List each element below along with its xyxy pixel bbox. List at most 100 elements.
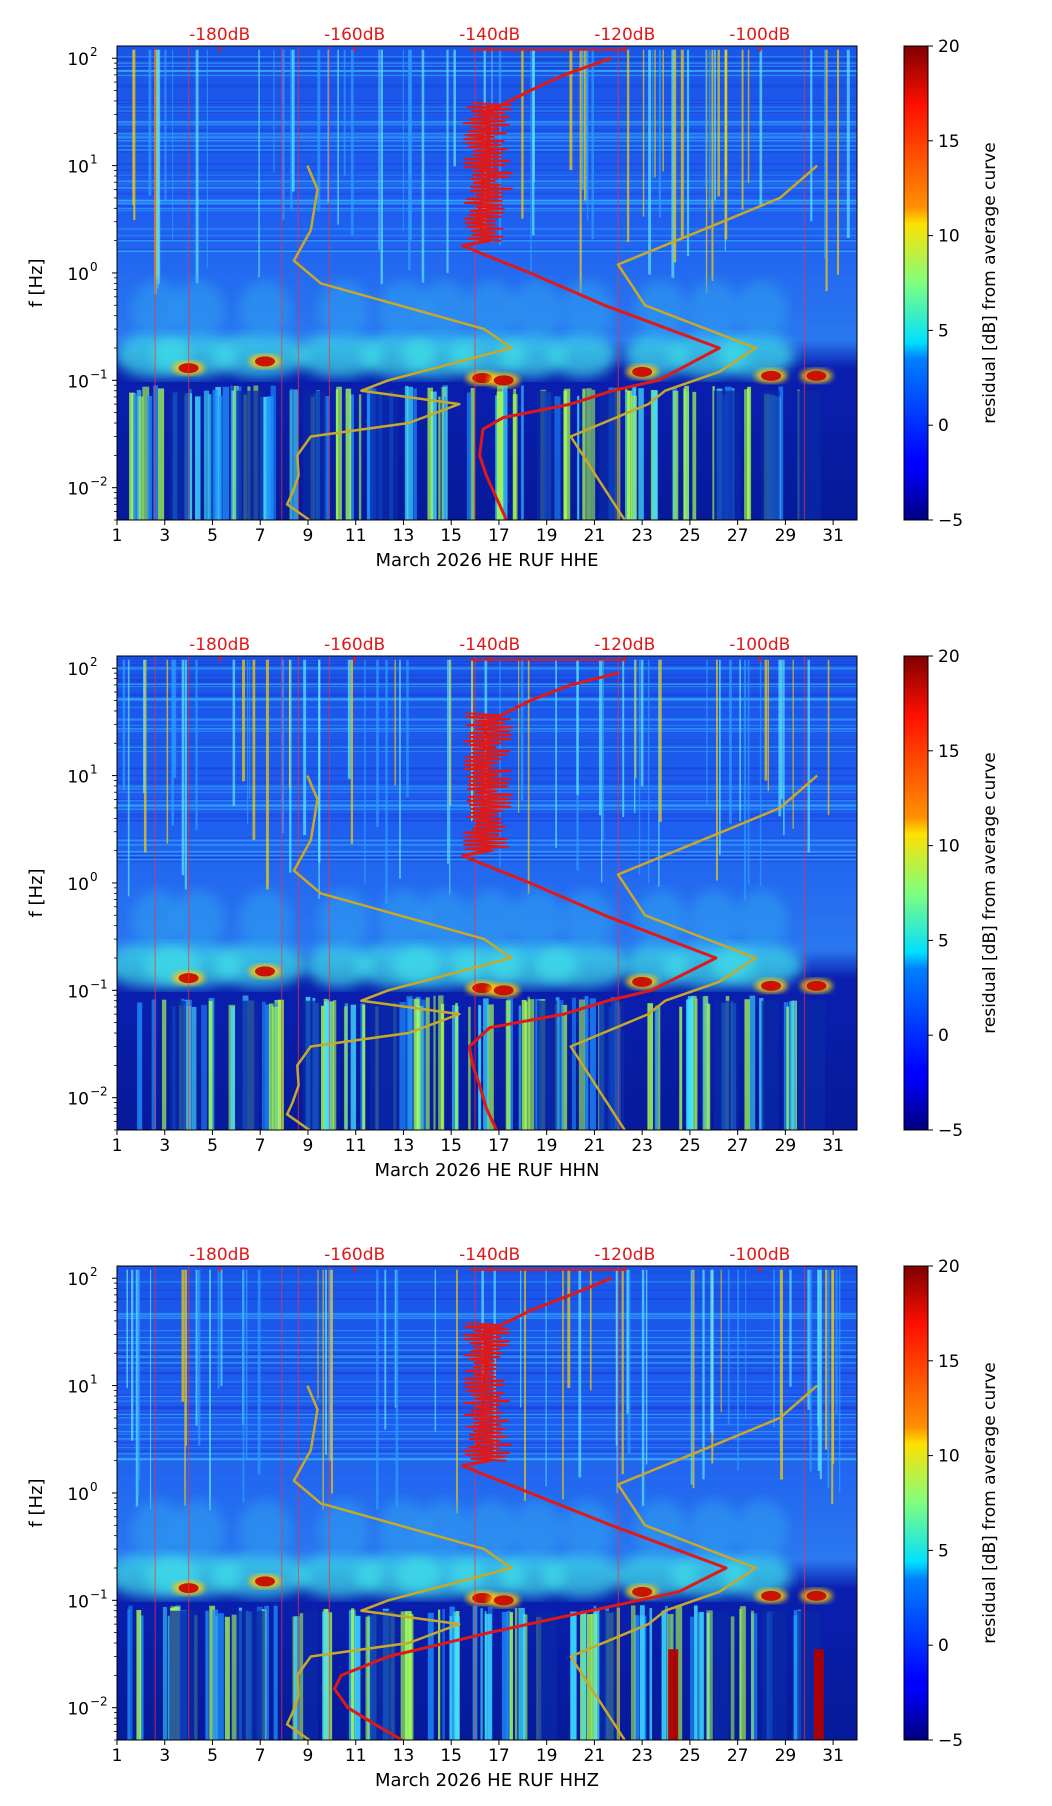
y-tick-label: 10 bbox=[67, 372, 89, 392]
lowfreq-column bbox=[739, 1608, 742, 1740]
lowfreq-gap bbox=[236, 1000, 260, 1130]
x-tick-label: 25 bbox=[679, 526, 701, 546]
lowfreq-gap bbox=[761, 1000, 779, 1130]
lowfreq-column bbox=[358, 394, 362, 520]
lowfreq-column bbox=[479, 1005, 482, 1130]
spectrogram bbox=[117, 656, 857, 1130]
microseism-blob bbox=[418, 1500, 471, 1561]
lowfreq-column bbox=[749, 995, 756, 1130]
y-tick-label: 10 bbox=[67, 1270, 89, 1290]
lowfreq-column bbox=[654, 1006, 659, 1130]
lowfreq-column bbox=[330, 1001, 335, 1130]
microseism-blob bbox=[711, 943, 803, 988]
lowfreq-column bbox=[151, 999, 157, 1130]
y-tick-label: 10 bbox=[67, 875, 89, 895]
lowfreq-gap bbox=[761, 1610, 787, 1740]
event-core bbox=[493, 985, 514, 996]
event-core bbox=[761, 370, 782, 381]
x-tick-label: 25 bbox=[679, 1136, 701, 1156]
lowfreq-column bbox=[759, 998, 764, 1130]
colorbar-label: residual [dB] from average curve bbox=[980, 1362, 1000, 1643]
lowfreq-column bbox=[661, 1610, 666, 1740]
lowfreq-column bbox=[673, 390, 679, 520]
microseism-blob bbox=[687, 890, 740, 951]
lowfreq-column bbox=[563, 390, 568, 520]
y-tick-label: 10 bbox=[67, 265, 89, 285]
y-tick-exponent: −1 bbox=[90, 1587, 108, 1601]
colorbar-tick-label: 20 bbox=[938, 647, 960, 667]
microseism-blob bbox=[377, 280, 430, 341]
event-core bbox=[472, 373, 493, 384]
x-tick-label: 29 bbox=[775, 1746, 797, 1766]
microseism-blob bbox=[377, 890, 430, 951]
event-core bbox=[761, 1590, 782, 1601]
event-core bbox=[632, 366, 653, 377]
lowfreq-column bbox=[470, 387, 475, 520]
microseism-blob bbox=[511, 280, 564, 341]
lowfreq-gap bbox=[236, 390, 264, 520]
lowfreq-column bbox=[261, 1001, 266, 1130]
microseism-blob bbox=[542, 1553, 623, 1598]
lowfreq-column bbox=[502, 385, 508, 520]
lowfreq-column bbox=[468, 1006, 471, 1130]
microseism-blob bbox=[172, 1500, 225, 1561]
event-core bbox=[255, 1576, 275, 1587]
x-tick-label: 5 bbox=[207, 1746, 218, 1766]
colorbar-tick-label: 5 bbox=[938, 1541, 949, 1561]
lowfreq-column bbox=[454, 1616, 460, 1740]
lowfreq-column bbox=[555, 997, 560, 1130]
low-noise-model-curve bbox=[285, 775, 513, 1130]
top-axis-label: -180dB bbox=[189, 635, 250, 655]
x-tick-label: 5 bbox=[207, 526, 218, 546]
top-axis-label: -140dB bbox=[459, 635, 520, 655]
microseism-blob bbox=[172, 890, 225, 951]
x-tick-label: 3 bbox=[159, 1746, 170, 1766]
microseism-blob bbox=[534, 943, 631, 988]
x-tick-label: 17 bbox=[488, 526, 510, 546]
low-noise-model-curve bbox=[285, 165, 513, 520]
lowfreq-column bbox=[209, 1605, 216, 1740]
lowfreq-gap bbox=[713, 390, 741, 520]
colorbar-tick-label: −5 bbox=[938, 1731, 963, 1751]
y-tick-exponent: 1 bbox=[90, 763, 98, 777]
y-tick-label: 10 bbox=[67, 1090, 89, 1110]
y-tick-exponent: 0 bbox=[90, 260, 98, 274]
lowfreq-column bbox=[438, 396, 441, 520]
x-tick-label: 7 bbox=[255, 1746, 266, 1766]
y-tick-label: 10 bbox=[67, 480, 89, 500]
event-column bbox=[668, 1649, 679, 1740]
y-tick-exponent: 1 bbox=[90, 153, 98, 167]
y-tick-exponent: 0 bbox=[90, 1480, 98, 1494]
lowfreq-column bbox=[277, 999, 284, 1130]
average-psd-jitter bbox=[462, 102, 514, 242]
lowfreq-column bbox=[744, 389, 750, 520]
microseism-blob bbox=[687, 280, 740, 341]
microseism-blob bbox=[635, 280, 688, 341]
x-tick-label: 23 bbox=[631, 1136, 653, 1156]
lowfreq-column bbox=[638, 388, 644, 520]
x-tick-label: 23 bbox=[631, 1746, 653, 1766]
x-tick-label: 7 bbox=[255, 1136, 266, 1156]
lowfreq-column bbox=[675, 1605, 683, 1740]
lowfreq-gap bbox=[370, 1610, 397, 1740]
lowfreq-column bbox=[730, 1616, 735, 1740]
top-axis-label: -120dB bbox=[594, 25, 655, 45]
microseism-blob bbox=[465, 1500, 518, 1561]
lowfreq-column bbox=[664, 1605, 668, 1740]
microseism-blob bbox=[317, 280, 370, 341]
lowfreq-column bbox=[264, 1605, 269, 1740]
lowfreq-column bbox=[793, 1610, 798, 1740]
x-tick-label: 27 bbox=[727, 1746, 749, 1766]
microseism-blob bbox=[735, 280, 788, 341]
event-core bbox=[255, 966, 275, 977]
lowfreq-column bbox=[354, 1615, 361, 1740]
x-tick-label: 15 bbox=[440, 1136, 462, 1156]
colorbar-tick-label: 5 bbox=[938, 321, 949, 341]
top-axis-label: -180dB bbox=[189, 25, 250, 45]
y-tick-label: 10 bbox=[67, 1700, 89, 1720]
y-tick-exponent: −2 bbox=[90, 1085, 108, 1099]
lowfreq-column bbox=[273, 1605, 278, 1740]
lowfreq-gap bbox=[169, 1000, 187, 1130]
spectrogram bbox=[117, 46, 857, 520]
lowfreq-column bbox=[683, 388, 686, 520]
